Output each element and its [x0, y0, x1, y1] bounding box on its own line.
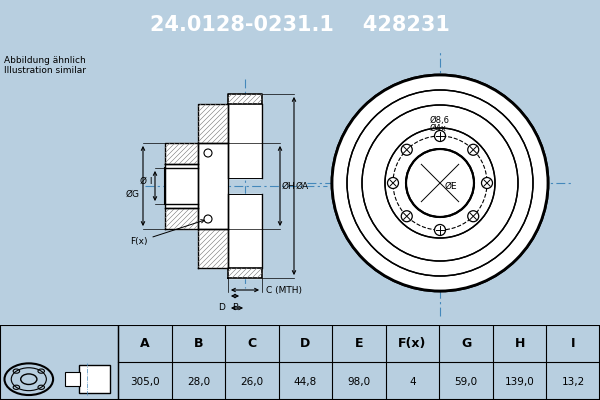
Circle shape [401, 211, 412, 222]
Text: Ø I: Ø I [139, 176, 152, 186]
Text: B: B [232, 303, 238, 312]
Polygon shape [165, 143, 198, 164]
Polygon shape [228, 194, 262, 268]
Circle shape [434, 224, 445, 236]
Text: 24.0128-0231.1    428231: 24.0128-0231.1 428231 [150, 15, 450, 35]
Text: Abbildung ähnlich: Abbildung ähnlich [4, 56, 86, 65]
Circle shape [388, 178, 398, 188]
Text: F(x): F(x) [130, 220, 205, 246]
Text: I: I [571, 337, 575, 350]
Polygon shape [198, 143, 228, 229]
Polygon shape [165, 164, 198, 208]
Text: G: G [461, 337, 471, 350]
Circle shape [482, 178, 493, 188]
Polygon shape [228, 268, 262, 278]
Text: ØH: ØH [282, 182, 296, 190]
Text: ØG: ØG [126, 190, 140, 198]
Text: D: D [301, 337, 311, 350]
Text: D: D [218, 304, 225, 312]
Circle shape [332, 75, 548, 291]
Text: 44,8: 44,8 [294, 377, 317, 387]
Circle shape [468, 211, 479, 222]
Polygon shape [228, 104, 262, 178]
Polygon shape [228, 94, 262, 104]
Text: 28,0: 28,0 [187, 377, 210, 387]
Text: E: E [355, 337, 363, 350]
Bar [65, 372, 80, 386]
Text: 13,2: 13,2 [562, 377, 585, 387]
Text: A: A [140, 337, 149, 350]
Text: Ø8,6: Ø8,6 [430, 116, 450, 125]
Polygon shape [165, 208, 198, 229]
Text: B: B [194, 337, 203, 350]
Text: 26,0: 26,0 [241, 377, 263, 387]
Text: C: C [247, 337, 256, 350]
Text: 305,0: 305,0 [130, 377, 160, 387]
Text: H: H [514, 337, 525, 350]
Text: Illustration similar: Illustration similar [4, 66, 86, 75]
Circle shape [332, 75, 548, 291]
Text: 98,0: 98,0 [347, 377, 371, 387]
Bar [79, 365, 110, 393]
Text: 59,0: 59,0 [455, 377, 478, 387]
Circle shape [401, 144, 412, 155]
Text: ØA: ØA [296, 182, 309, 190]
Text: C (MTH): C (MTH) [266, 286, 302, 294]
Text: F(x): F(x) [398, 337, 427, 350]
Text: 4: 4 [409, 377, 416, 387]
Polygon shape [198, 229, 228, 268]
Text: ØE: ØE [445, 182, 458, 190]
Text: 139,0: 139,0 [505, 377, 535, 387]
Circle shape [204, 215, 212, 223]
Circle shape [434, 130, 445, 142]
Text: Ø4x: Ø4x [430, 124, 447, 133]
Circle shape [204, 149, 212, 157]
Polygon shape [198, 104, 228, 143]
Circle shape [468, 144, 479, 155]
Circle shape [406, 149, 474, 217]
